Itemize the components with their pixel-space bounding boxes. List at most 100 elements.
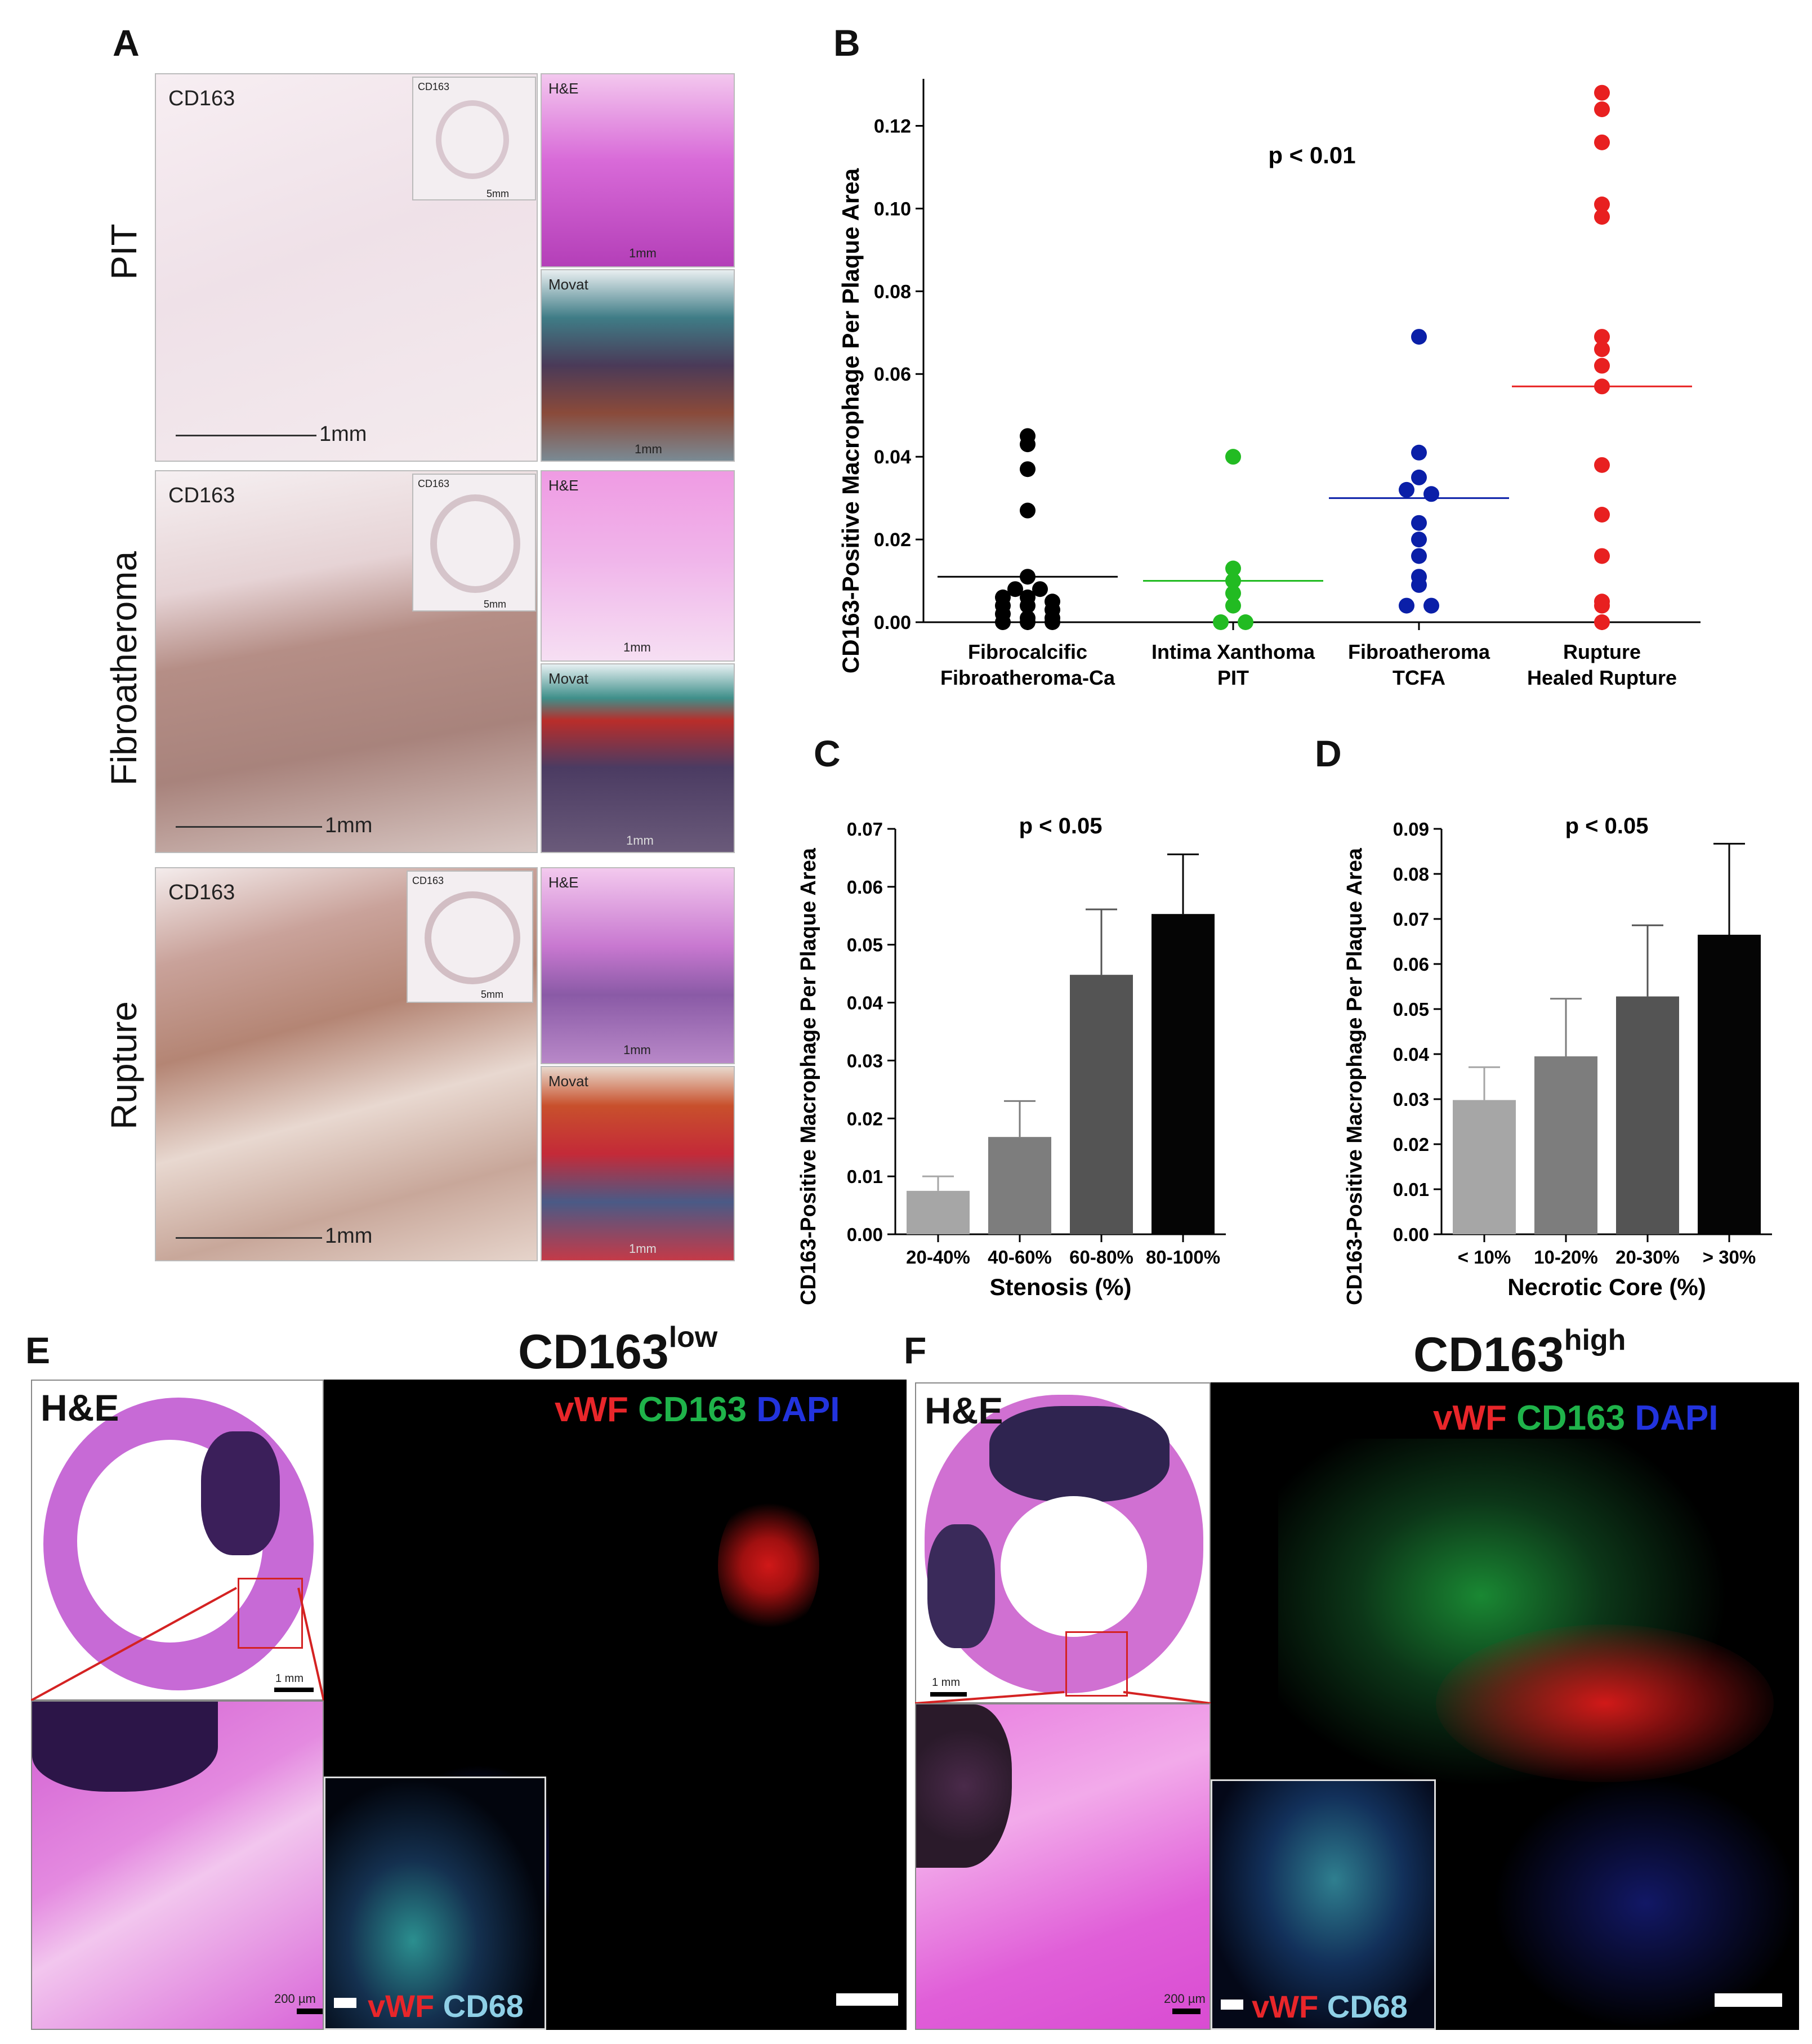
row-label-rupture: Rupture: [104, 1001, 144, 1130]
data-point: [1411, 532, 1427, 548]
bar: [1534, 1056, 1597, 1234]
scale-bar: [176, 435, 316, 436]
scale-text: 1mm: [623, 1043, 651, 1057]
data-point: [1594, 341, 1610, 358]
scale-bar: [1221, 2000, 1243, 2010]
he-micrograph-pit: H&E 1mm: [541, 73, 735, 267]
row-label-fibroatheroma: Fibroatheroma: [104, 551, 144, 786]
data-point: [1399, 481, 1414, 498]
region-box: [238, 1578, 303, 1649]
x-tick-label: Rupture: [1563, 640, 1641, 663]
p-value-annotation: p < 0.05: [1565, 814, 1649, 838]
calcification: [916, 1704, 1012, 1868]
panel-letter-e: E: [25, 1329, 51, 1371]
data-point: [1411, 329, 1427, 345]
x-axis-label: Stenosis (%): [989, 1274, 1131, 1300]
vessel-lumen: [1001, 1496, 1147, 1637]
scale-bar: [297, 2009, 323, 2014]
he-micrograph-fibroatheroma: H&E 1mm: [541, 470, 735, 662]
fluorescence-image-e: vWF CD163 DAPI vWF CD68: [324, 1380, 907, 2030]
stain-label: H&E: [548, 477, 579, 494]
data-point: [1007, 581, 1023, 597]
overview-inset: CD163 5mm: [412, 77, 536, 200]
y-tick-label: 0.08: [1393, 864, 1429, 885]
y-tick-label: 0.06: [874, 364, 911, 385]
stain-label: H&E: [548, 80, 579, 97]
bar: [1616, 996, 1679, 1234]
bar-chart-c: 0.00 0.01 0.02 0.03 0.04 0.05 0.06 0.07 20-40% 40…: [797, 814, 1226, 1305]
y-tick-label: 0.07: [1393, 909, 1429, 930]
data-point: [1594, 84, 1610, 101]
data-point: [1045, 614, 1060, 630]
scale-text: 200 µm: [274, 1992, 316, 2006]
data-point: [1225, 449, 1241, 465]
data-point: [1225, 560, 1241, 577]
data-point: [1020, 502, 1036, 519]
zoom-connector-lines: [31, 1587, 324, 1701]
data-point: [1032, 581, 1048, 597]
x-tick-label: 40-60%: [988, 1247, 1052, 1268]
y-tick-label: 0.00: [1393, 1224, 1429, 1245]
panel-e-title: CD163low: [518, 1320, 717, 1380]
y-tick-label: 0.01: [1393, 1179, 1429, 1200]
y-tick-label: 0.03: [1393, 1089, 1429, 1110]
panel-letter-d: D: [1315, 733, 1342, 774]
fluor-legend-f: vWF CD163 DAPI: [1433, 1398, 1718, 1438]
title-text: CD163: [1413, 1328, 1564, 1382]
stain-label: Movat: [548, 1073, 588, 1090]
scale-text: 1mm: [325, 814, 373, 837]
title-superscript: high: [1564, 1324, 1626, 1356]
y-tick-label: 0.10: [874, 198, 911, 220]
data-point: [1411, 469, 1427, 485]
data-point: [1225, 585, 1241, 601]
panel-f-title: CD163high: [1413, 1323, 1626, 1383]
panel-letter-c: C: [814, 733, 841, 774]
data-point: [1594, 597, 1610, 614]
y-tick-label: 0.03: [847, 1050, 883, 1071]
data-point: [1594, 101, 1610, 118]
data-point: [1594, 507, 1610, 523]
bar: [1070, 975, 1133, 1234]
x-tick-label: Fibrocalcific: [968, 640, 1087, 663]
x-tick-label: TCFA: [1393, 666, 1445, 689]
cd163-micrograph-pit: CD163 CD163 5mm 1mm: [155, 73, 538, 462]
x-tick-label: > 30%: [1703, 1247, 1756, 1268]
cd163-micrograph-rupture: CD163 CD163 5mm 1mm: [155, 867, 538, 1261]
y-tick-label: 0.02: [874, 529, 911, 551]
data-point: [1594, 329, 1610, 345]
inset-fluorescence-e: vWF CD68: [324, 1777, 546, 2030]
y-tick-label: 0.08: [874, 281, 911, 302]
data-point: [995, 614, 1011, 630]
stain-label: Movat: [548, 670, 588, 687]
bar-chart-d: 0.00 0.01 0.02 0.03 0.04 0.05 0.06 0.07 0.08 0.09…: [1343, 814, 1772, 1305]
y-tick-label: 0.00: [847, 1224, 883, 1245]
data-point: [1411, 548, 1427, 564]
data-point: [1594, 358, 1610, 374]
x-tick-label: PIT: [1217, 666, 1249, 689]
y-tick-label: 0.02: [1393, 1134, 1429, 1155]
legend-cd68: CD68: [1327, 1989, 1408, 2024]
region-box: [1065, 1631, 1128, 1697]
bar: [1152, 914, 1215, 1234]
stain-label: CD163: [168, 484, 235, 507]
y-tick-label: 0.09: [1393, 819, 1429, 840]
x-axis-label: Necrotic Core (%): [1507, 1274, 1706, 1300]
scale-text: 1mm: [629, 1242, 657, 1256]
y-tick-label: 0.00: [874, 612, 911, 633]
y-tick-label: 0.04: [1393, 1044, 1430, 1065]
y-axis-label: CD163-Positive Macrophage Per Plaque Are…: [1343, 847, 1367, 1305]
data-point: [1411, 577, 1427, 593]
row-label-pit: PIT: [104, 224, 144, 280]
scale-text: 1mm: [629, 246, 657, 260]
x-tick-label: Fibroatheroma: [1348, 640, 1490, 663]
inset-fluorescence-f: vWF CD68: [1211, 1779, 1436, 2030]
scale-bar: [1172, 2009, 1200, 2014]
legend-dapi: DAPI: [756, 1390, 840, 1429]
inset-legend-f: vWF CD68: [1252, 1988, 1408, 2025]
scale-bar: [334, 1998, 356, 2008]
he-label: H&E: [925, 1390, 1003, 1431]
title-superscript: low: [668, 1321, 718, 1354]
movat-micrograph-pit: Movat 1mm: [541, 269, 735, 462]
scale-bar: [836, 1993, 898, 2006]
data-point: [1594, 134, 1610, 150]
